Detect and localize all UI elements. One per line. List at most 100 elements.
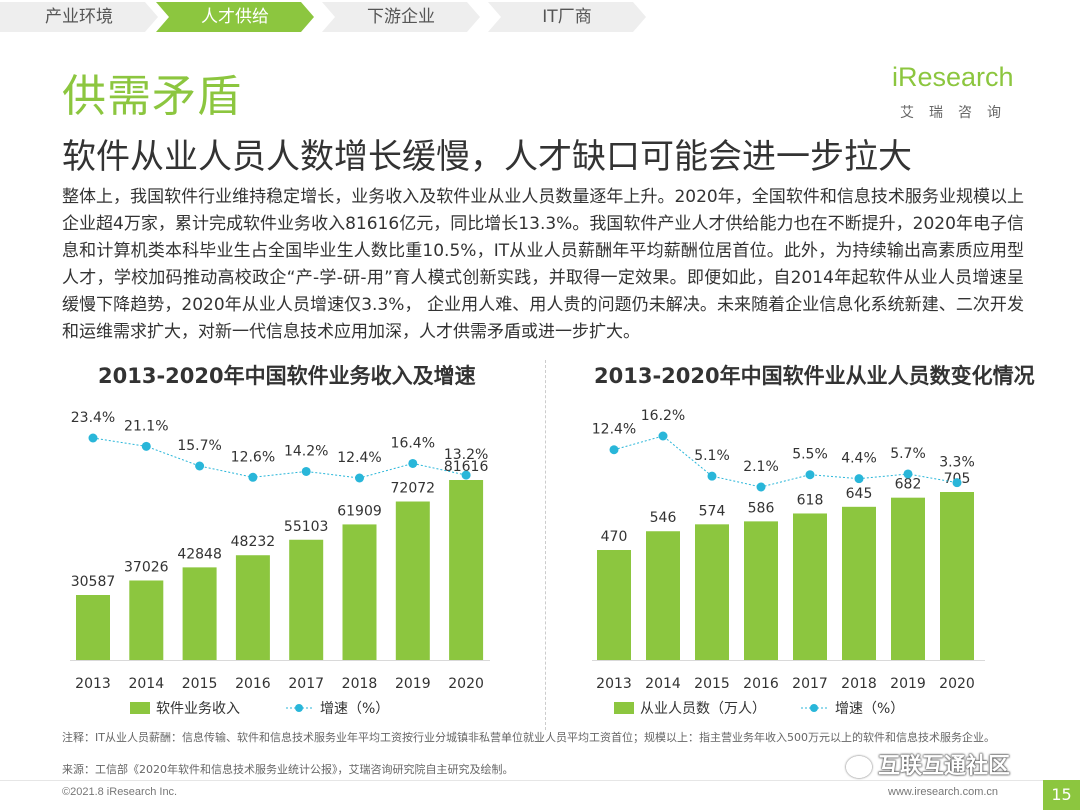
x-tick-label: 2019	[395, 676, 431, 692]
growth-rate-label: 5.5%	[792, 447, 828, 463]
growth-rate-label: 16.4%	[391, 435, 435, 451]
footer-divider	[0, 780, 1080, 781]
growth-rate-label: 12.6%	[231, 449, 275, 465]
bar-value-label: 574	[699, 503, 726, 519]
growth-rate-point	[903, 469, 913, 479]
x-tick-label: 2016	[743, 676, 779, 692]
bar-value-label: 48232	[231, 534, 276, 550]
site-url[interactable]: www.iresearch.com.cn	[888, 786, 999, 798]
legend-bar-label: 软件业务收入	[156, 701, 240, 717]
growth-rate-label: 2.1%	[743, 459, 779, 475]
bar-value-label: 42848	[177, 546, 222, 562]
source-note: 来源：工信部《2020年软件和信息技术服务业统计公报》，艾瑞咨询研究院自主研究及…	[62, 763, 514, 776]
growth-rate-point	[355, 473, 364, 483]
watermark-text: 互联互通社区	[878, 754, 1011, 779]
growth-rate-point	[408, 458, 418, 468]
watermark: 互联互通社区	[846, 748, 1010, 780]
bar-value-label: 61909	[337, 503, 382, 519]
growth-rate-line	[92, 437, 467, 479]
growth-rate-label: 21.1%	[124, 418, 168, 434]
footnote: 注释：IT从业人员薪酬：信息传输、软件和信息技术服务业年平均工资按行业分城镇非私…	[62, 731, 995, 744]
growth-rate-point	[461, 470, 471, 480]
copyright: ©2021.8 iResearch Inc.	[62, 786, 178, 798]
growth-rate-line	[613, 435, 958, 488]
growth-rate-point	[854, 474, 864, 484]
legend-line-marker	[295, 704, 303, 712]
legend-line-marker	[810, 704, 818, 712]
x-tick-label: 2018	[841, 676, 877, 692]
bar-2018	[842, 506, 876, 660]
bar-value-label: 586	[748, 500, 775, 516]
x-tick-label: 2013	[75, 676, 111, 692]
bar-2019	[395, 501, 430, 660]
tab-it-vendors[interactable]: IT厂商	[488, 2, 646, 32]
growth-rate-label: 4.4%	[841, 451, 877, 467]
bar-2013	[597, 550, 631, 660]
legend-line-label: 增速（%）	[320, 701, 389, 717]
chart-right-title: 2013-2020年中国软件业从业人员数变化情况	[594, 364, 1035, 388]
growth-rate-label: 12.4%	[592, 422, 636, 438]
bar-value-label: 618	[797, 492, 824, 508]
bar-2015	[695, 524, 729, 660]
bar-value-label: 30587	[71, 574, 116, 590]
bar-value-label: 55103	[284, 519, 329, 535]
x-tick-label: 2017	[792, 676, 828, 692]
bar-value-label: 37026	[124, 559, 169, 575]
legend-bar-swatch	[130, 702, 150, 714]
bar-value-label: 645	[846, 486, 873, 502]
logo-subtext: 艾瑞咨询	[900, 105, 1016, 121]
x-tick-label: 2020	[939, 676, 975, 692]
iresearch-logo: iResearch 艾瑞咨询	[892, 58, 1032, 128]
bar-2014	[129, 580, 164, 660]
chart-divider	[545, 360, 546, 730]
growth-rate-label: 23.4%	[71, 410, 115, 426]
growth-rate-point	[88, 433, 98, 443]
page-number: 15	[1043, 780, 1080, 810]
growth-rate-label: 16.2%	[641, 408, 685, 424]
growth-rate-label: 12.4%	[337, 450, 381, 466]
tab-downstream-enterprises[interactable]: 下游企业	[322, 2, 480, 32]
tab-industry-environment[interactable]: 产业环境	[0, 2, 158, 32]
bar-value-label: 470	[601, 529, 628, 545]
growth-rate-point	[301, 466, 311, 476]
bar-2016	[744, 521, 778, 660]
growth-rate-point	[756, 482, 766, 492]
x-tick-label: 2014	[128, 676, 164, 692]
bar-2019	[891, 497, 925, 660]
growth-rate-label: 14.2%	[284, 443, 328, 459]
bar-2017	[793, 513, 827, 660]
legend-line-label: 增速（%）	[835, 701, 904, 717]
growth-rate-point	[707, 471, 717, 481]
x-tick-label: 2020	[448, 676, 484, 692]
x-tick-label: 2013	[596, 676, 632, 692]
nav-tabs: 产业环境 人才供给 下游企业 IT厂商	[0, 0, 660, 34]
chart-left-title: 2013-2020年中国软件业务收入及增速	[98, 364, 476, 388]
x-tick-label: 2017	[288, 676, 324, 692]
bar-value-label: 546	[650, 510, 677, 526]
body-paragraph: 整体上，我国软件行业维持稳定增长，业务收入及软件业从业人员数量逐年上升。2020…	[62, 187, 1024, 342]
wechat-icon	[846, 756, 872, 778]
bar-2020	[449, 480, 484, 660]
bar-value-label: 81616	[444, 459, 489, 475]
bar-2020	[940, 492, 974, 660]
bar-2014	[646, 531, 680, 660]
growth-rate-point	[141, 441, 151, 451]
bar-2015	[182, 567, 217, 660]
growth-rate-point	[952, 478, 962, 488]
growth-rate-point	[195, 461, 205, 471]
bar-2017	[289, 539, 324, 660]
growth-rate-label: 13.2%	[444, 447, 488, 463]
page-subtitle: 软件从业人员人数增长缓慢，人才缺口可能会进一步拉大	[62, 137, 912, 177]
growth-rate-point	[658, 431, 668, 441]
x-tick-label: 2018	[342, 676, 378, 692]
tab-talent-supply[interactable]: 人才供给	[156, 2, 314, 32]
bar-2018	[342, 524, 377, 660]
growth-rate-label: 15.7%	[177, 438, 221, 454]
logo-text: iResearch	[892, 62, 1014, 92]
x-tick-label: 2016	[235, 676, 271, 692]
growth-rate-point	[248, 472, 258, 482]
legend-bar-swatch	[614, 702, 634, 714]
growth-rate-point	[609, 445, 619, 455]
legend-bar-label: 从业人员数（万人）	[640, 701, 766, 717]
